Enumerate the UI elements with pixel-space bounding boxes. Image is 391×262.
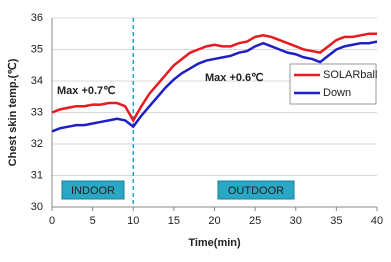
- x-tick-label: 20: [208, 215, 220, 227]
- phase-label: INDOOR: [71, 185, 115, 197]
- y-tick-label: 33: [31, 106, 43, 118]
- x-tick-label: 35: [330, 215, 342, 227]
- annotation: Max +0.7℃: [57, 85, 116, 97]
- x-tick-label: 40: [371, 215, 383, 227]
- phase-label: OUTDOOR: [228, 185, 284, 197]
- x-tick-label: 0: [49, 215, 55, 227]
- legend-box: [289, 63, 377, 105]
- x-tick-label: 30: [290, 215, 302, 227]
- x-tick-label: 5: [90, 215, 96, 227]
- phase-box: [61, 180, 125, 200]
- y-tick-label: 36: [31, 12, 43, 24]
- y-tick-label: 31: [31, 169, 43, 181]
- phase-box: [217, 180, 295, 200]
- annotation: Max +0.6℃: [205, 72, 264, 84]
- x-tick-label: 15: [168, 215, 180, 227]
- legend-label: Down: [323, 87, 351, 99]
- x-tick-label: 10: [127, 215, 139, 227]
- y-tick-label: 35: [31, 43, 43, 55]
- y-tick-label: 32: [31, 138, 43, 150]
- series-line: [51, 32, 377, 123]
- legend-label: SOLARball: [323, 69, 377, 81]
- y-tick-label: 34: [31, 75, 43, 87]
- x-tick-label: 25: [249, 215, 261, 227]
- x-axis-label: Time(min): [188, 237, 241, 249]
- y-tick-label: 30: [31, 201, 43, 213]
- y-axis-label: Chest skin temp.(℃): [7, 58, 19, 166]
- series-line: [51, 40, 378, 133]
